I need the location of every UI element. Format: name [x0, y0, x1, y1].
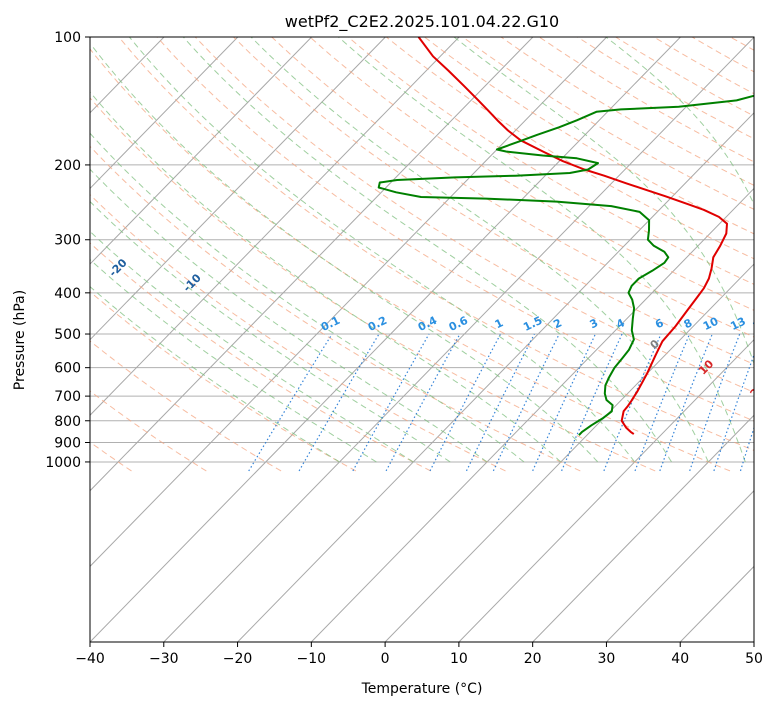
y-tick-label: 100 [54, 30, 81, 46]
y-axis-label: Pressure (hPa) [12, 290, 28, 390]
y-tick-label: 700 [54, 389, 81, 405]
y-tick-label: 500 [54, 327, 81, 343]
x-tick-label: 20 [524, 651, 542, 667]
x-tick-label: 40 [671, 651, 689, 667]
y-tick-label: 1000 [45, 455, 81, 471]
x-axis-label: Temperature (°C) [361, 681, 483, 697]
x-tick-label: 0 [381, 651, 390, 667]
y-tick-label: 900 [54, 435, 81, 451]
x-tick-label: −30 [149, 651, 179, 667]
x-tick-label: −10 [297, 651, 327, 667]
x-tick-label: 30 [598, 651, 616, 667]
x-tick-label: 50 [745, 651, 763, 667]
y-tick-label: 300 [54, 233, 81, 249]
y-tick-label: 400 [54, 286, 81, 302]
y-tick-label: 600 [54, 361, 81, 377]
x-tick-label: 10 [450, 651, 468, 667]
x-tick-label: −20 [223, 651, 253, 667]
y-tick-label: 800 [54, 414, 81, 430]
x-tick-label: −40 [75, 651, 105, 667]
y-tick-label: 200 [54, 158, 81, 174]
chart-title: wetPf2_C2E2.2025.101.04.22.G10 [285, 12, 559, 32]
